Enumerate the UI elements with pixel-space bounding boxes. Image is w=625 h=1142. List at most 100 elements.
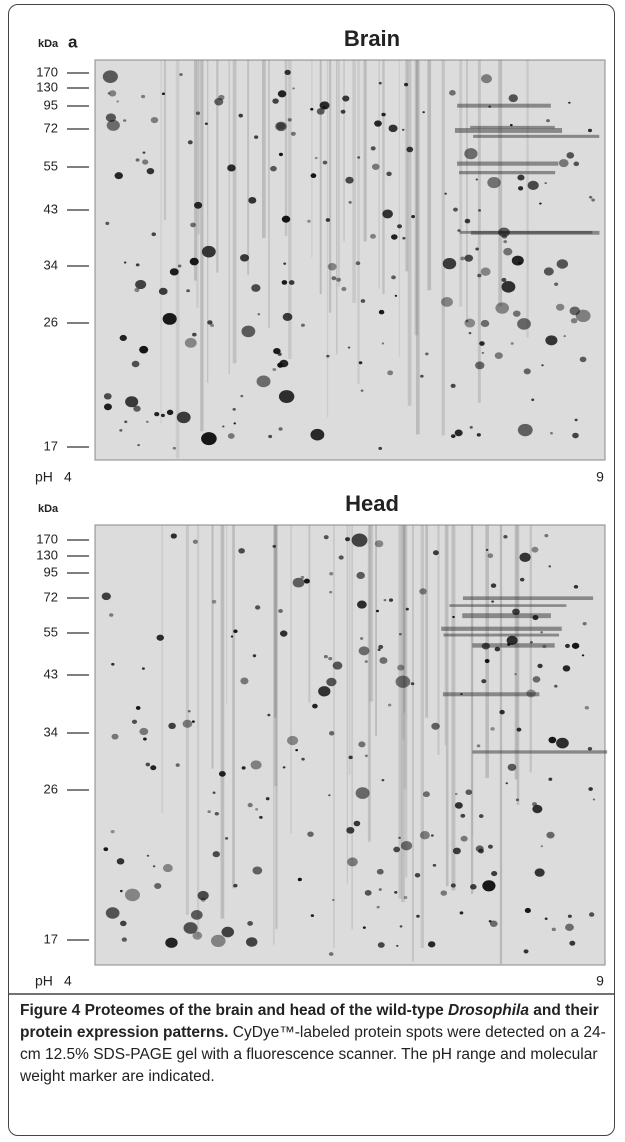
protein-spot [248, 196, 257, 204]
gel-streak [437, 525, 440, 755]
gel-smear [462, 613, 551, 619]
protein-spot [207, 320, 213, 325]
protein-spot [381, 778, 385, 782]
protein-spot [146, 854, 150, 857]
protein-spot [353, 820, 361, 827]
protein-spot [376, 868, 384, 875]
protein-spot [187, 140, 193, 145]
protein-spot [460, 256, 465, 261]
protein-spot [177, 264, 182, 268]
gel-streak [337, 60, 340, 287]
gel-streak [516, 525, 520, 805]
gel-streak [403, 525, 406, 713]
protein-spot [479, 341, 485, 346]
protein-spot [310, 914, 315, 917]
protein-spot [416, 914, 420, 918]
protein-spot [518, 186, 524, 191]
ph-label: pH [35, 469, 53, 485]
protein-spot [481, 679, 487, 684]
protein-spot [378, 81, 382, 85]
protein-spot [323, 535, 329, 540]
gel-smear [462, 596, 594, 600]
protein-spot [300, 575, 305, 579]
protein-spot [103, 847, 109, 852]
protein-spot [278, 427, 283, 431]
protein-spot [310, 173, 317, 179]
gel-streak [485, 525, 489, 779]
protein-spot [211, 599, 217, 604]
protein-spot [111, 662, 115, 666]
protein-spot [297, 877, 302, 882]
protein-spot [507, 763, 517, 771]
gel-streak [175, 60, 180, 459]
protein-spot [186, 289, 190, 293]
protein-spot [146, 168, 155, 175]
protein-spot [161, 92, 166, 96]
protein-spot [431, 722, 440, 730]
gel-streak [405, 60, 409, 272]
protein-spot [487, 844, 493, 849]
protein-spot [252, 866, 263, 875]
protein-spot [588, 195, 593, 199]
protein-spot [571, 642, 580, 649]
protein-spot [214, 98, 224, 106]
protein-spot [141, 94, 146, 99]
protein-spot [256, 375, 271, 388]
protein-spot [481, 351, 485, 354]
protein-spot [158, 287, 168, 295]
protein-spot [303, 578, 310, 584]
protein-spot [358, 361, 363, 365]
gel-streak [197, 60, 200, 235]
protein-spot [488, 920, 492, 923]
protein-spot [214, 811, 219, 816]
protein-spot [259, 815, 263, 819]
protein-spot [121, 937, 127, 942]
protein-spot [210, 323, 215, 328]
protein-spot [391, 275, 396, 280]
protein-spot [475, 361, 485, 370]
gel-streak [308, 525, 311, 703]
protein-spot [116, 858, 125, 865]
protein-spot [566, 152, 575, 159]
mw-marker-label: 43 [44, 201, 58, 216]
protein-spot [532, 615, 539, 621]
protein-spot [569, 940, 576, 946]
protein-spot [114, 172, 123, 180]
mw-marker-label: 72 [44, 589, 58, 604]
protein-spot [556, 737, 569, 749]
protein-spot [207, 810, 211, 814]
gel-streak [193, 60, 197, 281]
caption-species: Drosophila [448, 1002, 529, 1019]
gel-smear [457, 161, 559, 166]
gel-streak [363, 60, 367, 242]
protein-spot [523, 368, 531, 375]
protein-spot [491, 871, 498, 877]
protein-spot [108, 90, 117, 97]
protein-spot [105, 113, 117, 122]
protein-spot [103, 403, 112, 411]
protein-spot [501, 277, 507, 283]
gel-streak [228, 60, 231, 375]
protein-spot [440, 890, 448, 896]
protein-spot [490, 727, 495, 731]
protein-spot [222, 425, 225, 428]
protein-spot [397, 224, 403, 229]
protein-spot [378, 644, 384, 649]
protein-spot [120, 920, 127, 927]
gel-image [94, 524, 608, 966]
protein-spot [116, 100, 119, 103]
protein-spot [449, 90, 456, 96]
protein-spot [166, 409, 174, 416]
figure-frame [8, 4, 615, 1136]
protein-spot [119, 334, 127, 342]
protein-spot [489, 920, 498, 927]
protein-spot [154, 412, 160, 417]
protein-spot [190, 910, 203, 920]
protein-spot [542, 644, 547, 649]
protein-spot [218, 771, 226, 777]
protein-spot [562, 665, 571, 672]
protein-spot [247, 921, 253, 926]
protein-spot [106, 119, 120, 131]
protein-spot [468, 332, 472, 335]
protein-spot [224, 837, 229, 840]
